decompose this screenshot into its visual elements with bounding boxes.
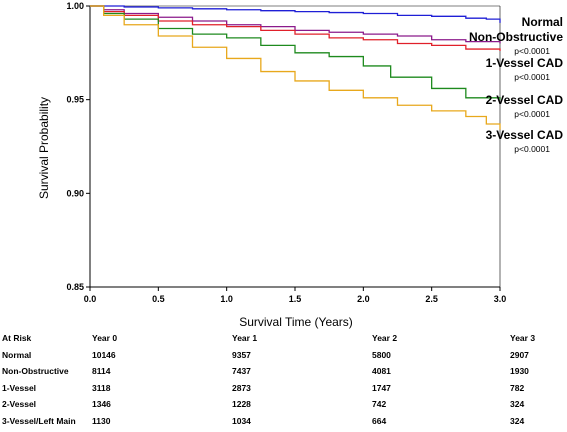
at-risk-count: 8114 [92, 366, 111, 376]
at-risk-row: 3-Vessel/Left Main 1130 1034 664 324 [0, 416, 567, 432]
at-risk-count: 324 [510, 416, 525, 426]
at-risk-count: 782 [510, 383, 525, 393]
at-risk-year-header: Year 1 [232, 333, 258, 343]
y-tick-labels: 0.85 0.90 0.95 1.00 [66, 1, 90, 292]
p-value-label: p<0.0001 [514, 144, 550, 154]
at-risk-count: 10146 [92, 350, 116, 360]
at-risk-count: 1034 [232, 416, 251, 426]
series-label: Non-Obstructive [469, 30, 563, 44]
at-risk-count: 1747 [372, 383, 391, 393]
p-value-label: p<0.0001 [514, 72, 550, 82]
series-label: 2-Vessel CAD [486, 93, 564, 107]
y-tick-label: 0.95 [66, 95, 84, 105]
curve-normal [90, 5, 501, 23]
at-risk-row: 1-Vessel 3118 2873 1747 782 [0, 383, 567, 399]
series-label: Normal [522, 15, 563, 29]
at-risk-row-label: 3-Vessel/Left Main [2, 416, 76, 426]
survival-curves [90, 5, 501, 130]
curve-3-vessel-cad [90, 5, 501, 130]
at-risk-count: 5800 [372, 350, 391, 360]
at-risk-row: Normal 10146 9357 5800 2907 [0, 350, 567, 366]
curve-2-vessel-cad [90, 5, 501, 100]
at-risk-row: 2-Vessel 1346 1228 742 324 [0, 399, 567, 415]
x-tick-label: 1.5 [289, 294, 302, 304]
at-risk-count: 1130 [92, 416, 111, 426]
p-value-label: p<0.0001 [514, 109, 550, 119]
at-risk-header-row: At Risk Year 0 Year 1 Year 2 Year 3 [0, 333, 567, 349]
y-tick-label: 0.90 [66, 188, 84, 198]
x-tick-label: 3.0 [494, 294, 507, 304]
x-tick-label: 0.5 [152, 294, 165, 304]
curve-non-obstructive [90, 5, 501, 44]
series-label: 3-Vessel CAD [486, 128, 564, 142]
y-axis-title: Survival Probability [37, 97, 51, 199]
x-tick-label: 0.0 [84, 294, 97, 304]
at-risk-count: 742 [372, 399, 387, 409]
at-risk-row-label: Normal [2, 350, 32, 360]
at-risk-count: 2873 [232, 383, 251, 393]
at-risk-row-label: 1-Vessel [2, 383, 37, 393]
x-tick-label: 2.0 [357, 294, 370, 304]
at-risk-year-header: Year 2 [372, 333, 398, 343]
at-risk-count: 4081 [372, 366, 391, 376]
survival-chart: 0.85 0.90 0.95 1.00 0.0 0.5 1.0 1.5 2.0 2.5 3.0 N… [37, 1, 563, 329]
x-axis-title: Survival Time (Years) [239, 315, 353, 329]
p-value-label: p<0.0001 [514, 46, 550, 56]
at-risk-count: 1228 [232, 399, 251, 409]
at-risk-count: 664 [372, 416, 387, 426]
at-risk-year-header: Year 0 [92, 333, 118, 343]
x-tick-label: 2.5 [425, 294, 438, 304]
x-tick-labels: 0.0 0.5 1.0 1.5 2.0 2.5 3.0 [84, 287, 507, 304]
at-risk-row: Non-Obstructive 8114 7437 4081 1930 [0, 366, 567, 382]
at-risk-year-header: Year 3 [510, 333, 536, 343]
at-risk-count: 9357 [232, 350, 251, 360]
x-tick-label: 1.0 [220, 294, 233, 304]
at-risk-row-label: Non-Obstructive [2, 366, 69, 376]
curve-1-vessel-cad [90, 5, 501, 51]
at-risk-count: 1930 [510, 366, 529, 376]
at-risk-row-label: 2-Vessel [2, 399, 37, 409]
at-risk-count: 7437 [232, 366, 251, 376]
at-risk-title: At Risk [2, 333, 32, 343]
y-tick-label: 0.85 [66, 282, 84, 292]
at-risk-count: 1346 [92, 399, 111, 409]
at-risk-count: 2907 [510, 350, 529, 360]
at-risk-count: 3118 [92, 383, 111, 393]
at-risk-count: 324 [510, 399, 525, 409]
y-tick-label: 1.00 [66, 1, 84, 11]
series-label: 1-Vessel CAD [486, 56, 564, 70]
